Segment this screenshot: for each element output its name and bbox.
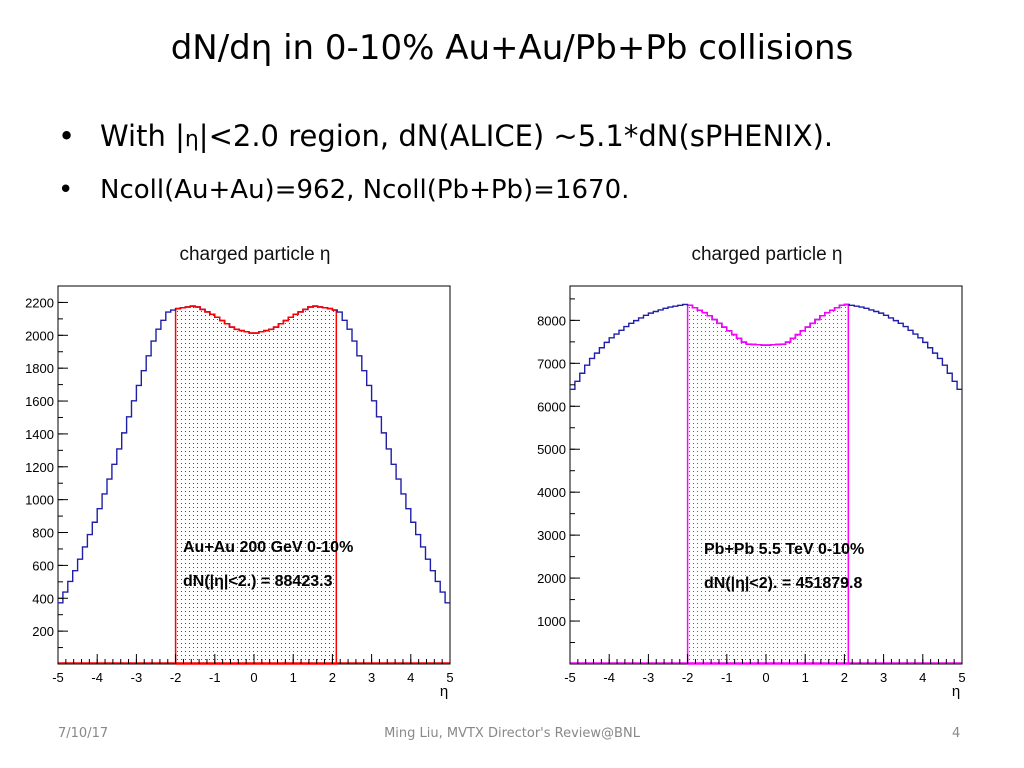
annotation-label: Au+Au 200 GeV 0-10% bbox=[183, 539, 353, 556]
shaded-region bbox=[174, 305, 338, 665]
annotation-value: dN(|η|<2). = 451879.8 bbox=[704, 575, 862, 592]
y-tick-label: 3000 bbox=[537, 528, 566, 543]
chart-title: charged particle η bbox=[179, 244, 330, 265]
annotation-value: dN(|η|<2.) = 88423.3 bbox=[183, 573, 333, 590]
y-tick-label: 800 bbox=[32, 526, 54, 541]
y-tick-label: 2000 bbox=[25, 328, 54, 343]
auau-eta-histogram: charged particle η2004006008001000120014… bbox=[25, 244, 454, 700]
x-tick-label: 3 bbox=[880, 670, 887, 685]
slide-title: dN/dη in 0-10% Au+Au/Pb+Pb collisions bbox=[170, 28, 854, 68]
bullet-dot: • bbox=[58, 175, 74, 205]
x-tick-label: 1 bbox=[802, 670, 809, 685]
footer-page-number: 4 bbox=[952, 726, 961, 741]
bullet-text-lead: With | bbox=[100, 119, 185, 153]
y-tick-label: 1800 bbox=[25, 361, 54, 376]
x-tick-label: -2 bbox=[170, 670, 182, 685]
y-tick-label: 1200 bbox=[25, 460, 54, 475]
x-tick-label: -4 bbox=[603, 670, 615, 685]
x-tick-label: 4 bbox=[919, 670, 926, 685]
bullet-item: • Ncoll(Au+Au)=962, Ncoll(Pb+Pb)=1670. bbox=[58, 170, 833, 210]
x-tick-label: 3 bbox=[368, 670, 375, 685]
x-tick-label: -1 bbox=[209, 670, 221, 685]
x-tick-label: 2 bbox=[841, 670, 848, 685]
x-tick-label: 4 bbox=[407, 670, 414, 685]
x-axis-label: η bbox=[440, 683, 448, 700]
bullet-text: Ncoll(Au+Au)=962, Ncoll(Pb+Pb)=1670. bbox=[100, 175, 630, 205]
bullet-text-rest: |<2.0 region, dN(ALICE) ~5.1*dN(sPHENIX)… bbox=[198, 119, 834, 153]
y-tick-label: 1000 bbox=[25, 493, 54, 508]
x-tick-label: -5 bbox=[52, 670, 64, 685]
bullet-dot: • bbox=[58, 119, 76, 153]
y-tick-label: 2200 bbox=[25, 295, 54, 310]
x-axis-label: η bbox=[952, 683, 960, 700]
y-tick-label: 1600 bbox=[25, 394, 54, 409]
x-tick-label: -2 bbox=[682, 670, 694, 685]
chart-title: charged particle η bbox=[691, 244, 842, 265]
annotation-label: Pb+Pb 5.5 TeV 0-10% bbox=[704, 541, 864, 558]
shaded-region bbox=[686, 303, 850, 665]
footer-center: Ming Liu, MVTX Director's Review@BNL bbox=[384, 726, 640, 741]
y-tick-label: 5000 bbox=[537, 442, 566, 457]
bullet-text-eta: η bbox=[184, 127, 199, 152]
y-tick-label: 7000 bbox=[537, 356, 566, 371]
x-tick-label: -1 bbox=[721, 670, 733, 685]
pbpb-eta-histogram: charged particle η 1000 2000 3000 4000 5000 60… bbox=[537, 244, 966, 700]
x-tick-label: 5 bbox=[446, 670, 453, 685]
bullet-list: • With |η|<2.0 region, dN(ALICE) ~5.1*dN(… bbox=[58, 112, 833, 210]
histogram-region-line bbox=[175, 305, 337, 334]
x-tick-label: 2 bbox=[329, 670, 336, 685]
y-tick-label: 6000 bbox=[537, 399, 566, 414]
x-tick-label: 5 bbox=[958, 670, 965, 685]
x-tick-label: 1 bbox=[290, 670, 297, 685]
y-tick-label: 1400 bbox=[25, 427, 54, 442]
bullet-item: • With |η|<2.0 region, dN(ALICE) ~5.1*dN(… bbox=[58, 112, 833, 164]
footer-date: 7/10/17 bbox=[58, 726, 109, 741]
x-tick-label: 0 bbox=[250, 670, 257, 685]
x-tick-label: -5 bbox=[564, 670, 576, 685]
y-tick-label: 600 bbox=[32, 558, 54, 573]
y-tick-label: 4000 bbox=[537, 485, 566, 500]
x-tick-label: -3 bbox=[131, 670, 143, 685]
x-tick-label: -3 bbox=[643, 670, 655, 685]
y-tick-label: 400 bbox=[32, 591, 54, 606]
y-tick-label: 2000 bbox=[537, 571, 566, 586]
y-tick-label: 200 bbox=[32, 624, 54, 639]
x-tick-label: -4 bbox=[91, 670, 103, 685]
histogram-region-line bbox=[687, 303, 849, 346]
y-tick-label: 1000 bbox=[537, 614, 566, 629]
x-tick-label: 0 bbox=[762, 670, 769, 685]
y-tick-label: 8000 bbox=[537, 313, 566, 328]
